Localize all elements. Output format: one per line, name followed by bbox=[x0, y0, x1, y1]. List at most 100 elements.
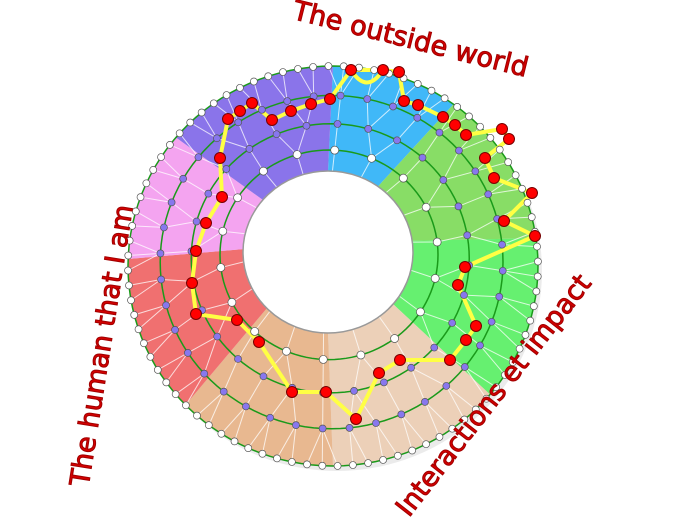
node bbox=[143, 180, 150, 187]
node bbox=[198, 109, 205, 116]
key-node bbox=[461, 335, 472, 346]
node bbox=[380, 456, 387, 463]
node bbox=[193, 412, 200, 419]
node bbox=[365, 460, 372, 467]
node bbox=[460, 292, 467, 299]
node bbox=[214, 333, 221, 340]
key-node bbox=[286, 106, 297, 117]
node bbox=[505, 159, 512, 166]
node bbox=[461, 363, 468, 370]
node bbox=[210, 100, 217, 107]
node bbox=[431, 274, 439, 282]
node bbox=[294, 65, 301, 72]
node bbox=[166, 141, 173, 148]
node bbox=[365, 125, 372, 132]
node bbox=[201, 370, 208, 377]
node bbox=[310, 63, 317, 70]
node bbox=[223, 166, 230, 173]
node bbox=[154, 366, 161, 373]
node bbox=[279, 69, 286, 76]
node bbox=[533, 288, 540, 295]
key-node bbox=[497, 124, 508, 135]
key-node bbox=[306, 99, 317, 110]
node bbox=[260, 373, 267, 380]
node bbox=[399, 174, 407, 182]
node bbox=[128, 297, 135, 304]
key-node bbox=[191, 246, 202, 257]
node bbox=[414, 114, 421, 121]
key-node bbox=[489, 173, 500, 184]
node bbox=[488, 318, 495, 325]
node bbox=[195, 154, 202, 161]
node bbox=[466, 113, 473, 120]
key-node bbox=[480, 153, 491, 164]
node bbox=[534, 243, 541, 250]
node bbox=[158, 154, 165, 161]
node bbox=[160, 224, 167, 231]
node bbox=[414, 80, 421, 87]
node bbox=[235, 119, 242, 126]
node bbox=[140, 340, 147, 347]
node bbox=[449, 319, 456, 326]
key-node bbox=[247, 98, 258, 109]
node bbox=[303, 122, 310, 129]
node bbox=[394, 137, 401, 144]
node bbox=[534, 258, 541, 265]
node bbox=[380, 379, 387, 386]
node bbox=[349, 462, 356, 469]
node bbox=[423, 441, 430, 448]
key-node bbox=[445, 355, 456, 366]
node bbox=[168, 199, 175, 206]
node bbox=[337, 92, 344, 99]
key-node bbox=[413, 100, 424, 111]
node bbox=[325, 63, 332, 70]
node bbox=[137, 194, 144, 201]
node bbox=[180, 175, 187, 182]
key-node bbox=[450, 120, 461, 131]
node bbox=[431, 344, 438, 351]
node bbox=[131, 311, 138, 318]
key-node bbox=[399, 96, 410, 107]
node bbox=[477, 342, 484, 349]
node bbox=[163, 379, 170, 386]
key-node bbox=[438, 112, 449, 123]
node bbox=[259, 450, 266, 457]
key-node bbox=[287, 387, 298, 398]
node bbox=[394, 452, 401, 459]
key-node bbox=[471, 321, 482, 332]
key-node bbox=[187, 278, 198, 289]
node bbox=[441, 95, 448, 102]
node bbox=[234, 194, 242, 202]
node bbox=[391, 334, 399, 342]
node bbox=[228, 298, 236, 306]
key-node bbox=[215, 153, 226, 164]
key-node bbox=[191, 309, 202, 320]
node bbox=[519, 185, 526, 192]
node bbox=[499, 267, 506, 274]
node bbox=[372, 420, 379, 427]
key-node bbox=[267, 115, 278, 126]
key-node bbox=[394, 67, 405, 78]
key-node bbox=[504, 134, 515, 145]
node bbox=[428, 87, 435, 94]
node bbox=[524, 199, 531, 206]
node bbox=[496, 293, 503, 300]
node bbox=[368, 154, 376, 162]
node bbox=[351, 387, 358, 394]
node bbox=[265, 73, 272, 80]
node bbox=[421, 398, 428, 405]
node bbox=[477, 123, 484, 130]
node bbox=[319, 425, 326, 432]
node bbox=[304, 461, 311, 468]
node bbox=[236, 84, 243, 91]
node bbox=[231, 438, 238, 445]
node bbox=[440, 177, 447, 184]
key-node bbox=[217, 192, 228, 203]
node bbox=[443, 382, 450, 389]
node bbox=[205, 190, 212, 197]
key-node bbox=[461, 130, 472, 141]
node bbox=[528, 214, 535, 221]
node bbox=[364, 96, 371, 103]
node bbox=[472, 168, 479, 175]
node bbox=[292, 422, 299, 429]
